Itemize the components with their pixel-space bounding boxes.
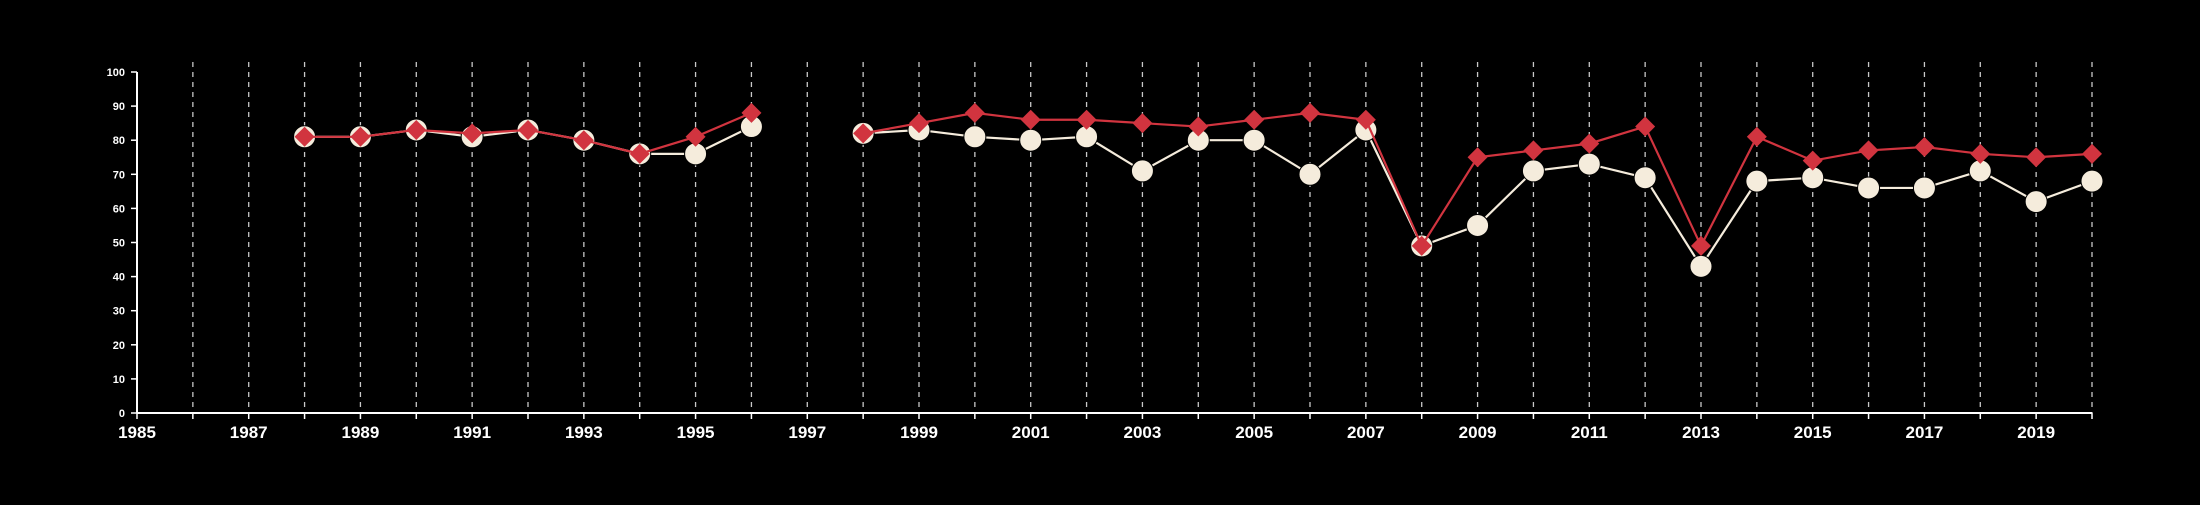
series-1-point	[1633, 166, 1657, 190]
y-tick-label: 0	[119, 408, 125, 420]
y-tick-label: 90	[113, 101, 125, 113]
grid-layer	[192, 62, 2093, 413]
series-2-point	[1411, 235, 1432, 256]
series-1-point	[1521, 159, 1545, 183]
series-2-point	[1579, 133, 1600, 154]
series-2-point	[350, 126, 371, 147]
x-tick-label: 2015	[1794, 423, 1832, 442]
x-tick-label: 2011	[1571, 423, 1608, 442]
series-2-point	[741, 102, 762, 123]
series-1-point	[1466, 213, 1490, 237]
x-tick-label: 1985	[118, 423, 156, 442]
series-2-point	[1691, 235, 1711, 256]
series-2-point	[685, 126, 706, 147]
series-2-point	[1355, 109, 1376, 130]
series-2-point	[1523, 140, 1544, 161]
series-1-point	[1577, 152, 1601, 176]
series-2-point	[1802, 150, 1823, 171]
series-2-point	[1300, 102, 1320, 123]
series-2-point	[573, 130, 594, 151]
series-2-point	[1076, 109, 1097, 130]
y-tick-label: 40	[113, 272, 125, 284]
series-1-point	[1130, 159, 1154, 183]
series-1-point	[2080, 169, 2104, 193]
x-tick-label: 1991	[453, 423, 491, 442]
series-2-point	[1858, 140, 1879, 161]
series-2-point	[518, 119, 538, 140]
y-tick-label: 80	[113, 135, 125, 147]
x-tick-label: 1987	[230, 423, 268, 442]
series-2-point	[964, 102, 985, 123]
series-1-point	[1298, 162, 1322, 186]
series-2-point	[462, 123, 483, 144]
x-tick-label: 2005	[1235, 423, 1273, 442]
series-1-point	[1019, 128, 1043, 152]
series-2-point	[1467, 147, 1488, 168]
x-tick-label: 1995	[677, 423, 715, 442]
y-tick-label: 30	[113, 306, 125, 318]
x-tick-label: 1997	[788, 423, 826, 442]
series-2-point	[2082, 143, 2102, 164]
series-2-point	[2026, 147, 2047, 168]
series-2-point	[909, 113, 929, 134]
x-tick-label: 2003	[1124, 423, 1162, 442]
x-tick-label: 2017	[1906, 423, 1944, 442]
series-2-point	[853, 123, 874, 144]
x-tick-label: 1993	[565, 423, 603, 442]
x-tick-label: 2001	[1012, 423, 1050, 442]
series-1-point	[1689, 254, 1713, 278]
y-tick-label: 20	[113, 340, 125, 352]
series-2-point	[1132, 113, 1153, 134]
series-2-point	[1020, 109, 1041, 130]
series-2	[294, 102, 2102, 256]
series-1-point	[963, 125, 987, 149]
x-tick-label: 2013	[1682, 423, 1720, 442]
series-2-point	[1188, 116, 1209, 137]
series-2-point	[1914, 137, 1935, 158]
series-1-point	[1745, 169, 1769, 193]
series-2-point	[1970, 143, 1991, 164]
series-2-point	[629, 143, 650, 164]
y-tick-label: 70	[113, 169, 125, 181]
series-2-point	[406, 119, 427, 140]
x-tick-label: 1999	[900, 423, 938, 442]
axis-layer: 0 10 20 30 40 50 60 70 80 90 100 1985 1987 1989 1991 19…	[107, 67, 2093, 442]
series-1-point	[2024, 190, 2048, 214]
y-tick-label: 50	[113, 238, 125, 250]
series-1-point	[1242, 128, 1266, 152]
y-tick-label: 60	[113, 203, 125, 215]
series-2-point	[1746, 126, 1767, 147]
series-2-point	[294, 126, 315, 147]
x-tick-label: 2019	[2017, 423, 2055, 442]
series-2-point	[1244, 109, 1265, 130]
x-tick-label: 1989	[342, 423, 380, 442]
x-tick-label: 2007	[1347, 423, 1385, 442]
series-1	[293, 115, 2104, 278]
y-tick-label: 10	[113, 374, 125, 386]
series-1-point	[1912, 176, 1936, 200]
y-tick-label: 100	[107, 67, 125, 79]
series-2-point	[1635, 116, 1656, 137]
x-tick-label: 2009	[1459, 423, 1497, 442]
series-layer	[293, 102, 2104, 278]
series-1-point	[1857, 176, 1881, 200]
